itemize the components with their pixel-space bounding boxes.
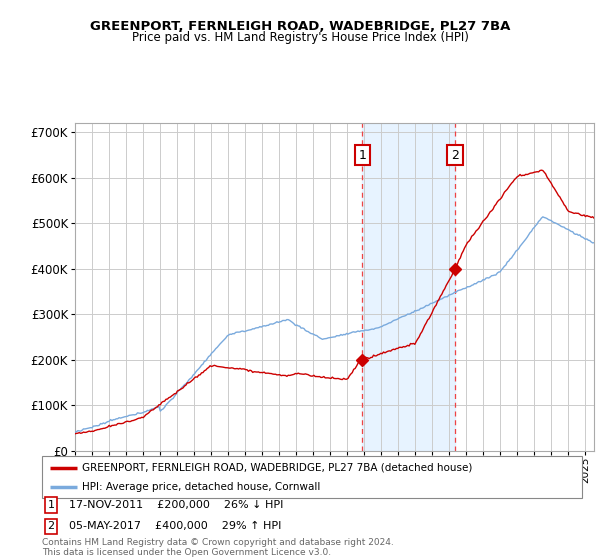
- Bar: [362, 123, 455, 451]
- Text: 2: 2: [451, 148, 459, 161]
- Text: GREENPORT, FERNLEIGH ROAD, WADEBRIDGE, PL27 7BA (detached house): GREENPORT, FERNLEIGH ROAD, WADEBRIDGE, P…: [83, 463, 473, 473]
- Text: Price paid vs. HM Land Registry's House Price Index (HPI): Price paid vs. HM Land Registry's House …: [131, 31, 469, 44]
- Text: 1: 1: [358, 148, 366, 161]
- Text: 17-NOV-2011    £200,000    26% ↓ HPI: 17-NOV-2011 £200,000 26% ↓ HPI: [69, 500, 283, 510]
- Text: 2: 2: [47, 521, 55, 531]
- Text: GREENPORT, FERNLEIGH ROAD, WADEBRIDGE, PL27 7BA: GREENPORT, FERNLEIGH ROAD, WADEBRIDGE, P…: [90, 20, 510, 32]
- Text: 05-MAY-2017    £400,000    29% ↑ HPI: 05-MAY-2017 £400,000 29% ↑ HPI: [69, 521, 281, 531]
- Text: Contains HM Land Registry data © Crown copyright and database right 2024.
This d: Contains HM Land Registry data © Crown c…: [42, 538, 394, 557]
- Text: 1: 1: [47, 500, 55, 510]
- Text: HPI: Average price, detached house, Cornwall: HPI: Average price, detached house, Corn…: [83, 482, 321, 492]
